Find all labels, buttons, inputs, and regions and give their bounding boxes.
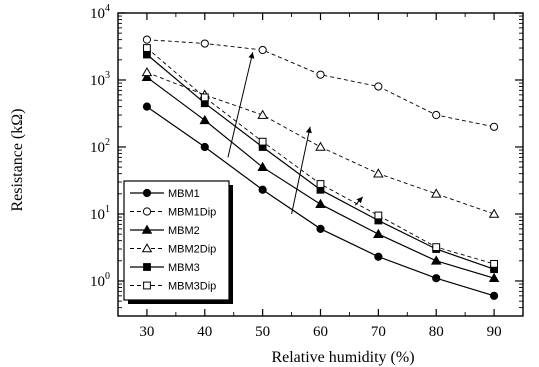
series-layer bbox=[141, 35, 500, 300]
y-tick-label: 103 bbox=[90, 70, 110, 89]
legend-label-mbm2: MBM2 bbox=[168, 225, 200, 237]
data-point-mbm1dip bbox=[142, 35, 152, 44]
data-point-mbm2dip bbox=[257, 109, 268, 119]
annotation-arrows bbox=[227, 52, 364, 215]
data-point-mbm1dip bbox=[316, 70, 325, 79]
legend-label-mbm3: MBM3 bbox=[168, 262, 200, 274]
data-point-mbm3dip bbox=[374, 211, 383, 220]
data-point-mbm2 bbox=[199, 114, 211, 125]
data-point-mbm1dip bbox=[258, 45, 267, 55]
data-point-mbm3dip bbox=[143, 44, 151, 52]
data-point-mbm3dip bbox=[432, 243, 441, 252]
data-point-mbm1 bbox=[432, 274, 441, 283]
data-point-mbm1dip bbox=[489, 122, 499, 131]
annotation-arrow-line bbox=[291, 126, 311, 215]
data-point-mbm3dip bbox=[490, 259, 498, 268]
axes: 30 40 50 60 70 80 90 100 101 102 103 104 bbox=[90, 3, 524, 340]
data-point-mbm1dip bbox=[200, 39, 209, 48]
data-point-mbm2dip bbox=[373, 168, 384, 178]
x-tick-label: 90 bbox=[487, 324, 502, 340]
series-mbm3dip bbox=[143, 44, 498, 268]
annotation-arrow-head bbox=[305, 126, 312, 134]
data-point-mbm2dip bbox=[430, 188, 442, 198]
data-point-mbm2dip bbox=[488, 208, 500, 218]
x-tick-label: 80 bbox=[429, 324, 444, 340]
data-point-mbm3dip bbox=[258, 137, 267, 146]
y-tick-label: 101 bbox=[90, 204, 110, 223]
data-point-mbm1dip bbox=[374, 82, 383, 91]
data-point-mbm1 bbox=[316, 224, 325, 233]
y-tick-label: 100 bbox=[90, 271, 110, 290]
data-point-mbm2 bbox=[488, 272, 500, 282]
y-axis-title: Resistance (kΩ) bbox=[9, 109, 26, 212]
legend-marker-mbm3dip bbox=[143, 281, 151, 290]
x-tick-label: 70 bbox=[371, 324, 386, 340]
data-point-mbm1 bbox=[374, 252, 383, 261]
legend-marker-mbm2 bbox=[141, 224, 153, 234]
series-mbm2 bbox=[141, 71, 500, 282]
data-point-mbm2dip bbox=[315, 141, 326, 151]
legend-label-mbm1dip: MBM1Dip bbox=[168, 207, 216, 219]
data-point-mbm3 bbox=[143, 50, 151, 59]
data-point-mbm1 bbox=[142, 102, 152, 111]
data-point-mbm1 bbox=[200, 142, 209, 152]
legend-box bbox=[123, 180, 230, 301]
data-point-mbm3dip bbox=[200, 93, 209, 102]
data-point-mbm3dip bbox=[316, 180, 325, 188]
series-line-mbm1dip bbox=[146, 39, 495, 128]
legend-marker-mbm2dip bbox=[141, 243, 153, 253]
x-tick-label: 40 bbox=[197, 324, 212, 340]
y-tick-label: 104 bbox=[90, 3, 110, 22]
legend-marker-mbm1 bbox=[142, 188, 152, 198]
x-tick-label: 60 bbox=[313, 324, 328, 340]
series-mbm1dip bbox=[142, 35, 499, 131]
y-tick-label: 102 bbox=[90, 137, 110, 156]
series-mbm1 bbox=[142, 102, 499, 300]
legend-label-mbm2dip: MBM2Dip bbox=[168, 244, 216, 256]
x-tick-label: 30 bbox=[139, 324, 154, 340]
annotation-arrow-head bbox=[248, 52, 255, 59]
legend-marker-mbm1dip bbox=[142, 207, 152, 216]
data-point-mbm2 bbox=[141, 71, 153, 82]
data-point-mbm2dip bbox=[141, 66, 153, 77]
legend-marker-mbm3 bbox=[143, 263, 151, 271]
data-point-mbm2 bbox=[373, 228, 384, 238]
annotation-arrow-line bbox=[227, 52, 254, 158]
x-axis-title: Relative humidity (%) bbox=[271, 349, 414, 366]
annotation-arrow-head bbox=[356, 196, 363, 204]
legend: MBM1 MBM1Dip MBM2 MBM2Dip MBM3 MBM3Dip bbox=[123, 180, 233, 304]
legend-label-mbm3dip: MBM3Dip bbox=[168, 281, 216, 293]
data-point-mbm1 bbox=[258, 185, 267, 194]
legend-label-mbm1: MBM1 bbox=[168, 188, 200, 200]
x-tick-label: 50 bbox=[255, 324, 270, 340]
data-point-mbm2 bbox=[257, 161, 268, 171]
data-point-mbm2 bbox=[430, 255, 442, 265]
data-point-mbm1dip bbox=[432, 110, 441, 120]
data-point-mbm1 bbox=[489, 291, 499, 300]
data-point-mbm2 bbox=[315, 198, 326, 208]
